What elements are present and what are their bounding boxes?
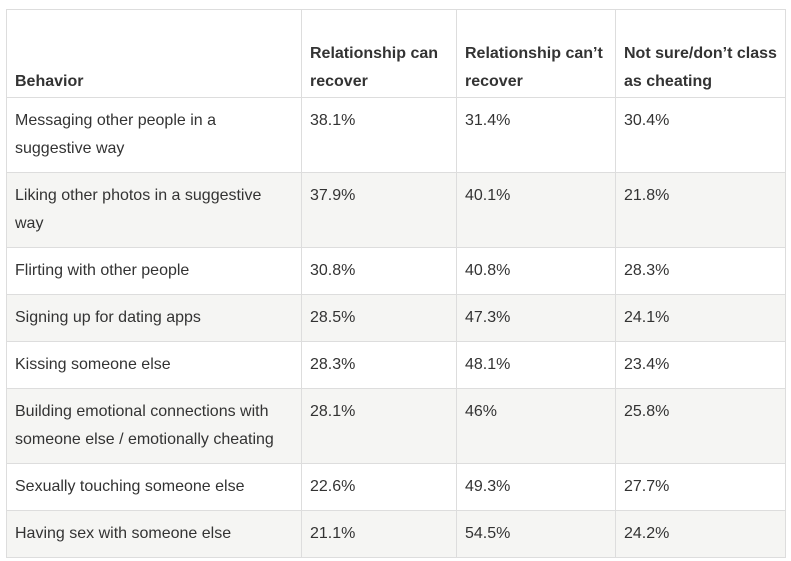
- header-cant-recover: Relationship can’t recover: [456, 9, 616, 98]
- behavior-cell: Flirting with other people: [6, 247, 302, 295]
- not-sure-cell: 24.2%: [615, 510, 786, 558]
- not-sure-cell: 24.1%: [615, 294, 786, 342]
- behavior-cell: Liking other photos in a suggestive way: [6, 172, 302, 248]
- header-row: Behavior Relationship can recover Relati…: [6, 9, 786, 98]
- behavior-cell: Having sex with someone else: [6, 510, 302, 558]
- header-can-recover: Relationship can recover: [301, 9, 457, 98]
- can-recover-cell: 30.8%: [301, 247, 457, 295]
- header-not-sure: Not sure/don’t class as cheating: [615, 9, 786, 98]
- behavior-table: Behavior Relationship can recover Relati…: [6, 9, 786, 558]
- cant-recover-cell: 40.8%: [456, 247, 616, 295]
- table-body: Messaging other people in a suggestive w…: [6, 97, 786, 558]
- table-row: Kissing someone else 28.3% 48.1% 23.4%: [6, 341, 786, 389]
- can-recover-cell: 28.3%: [301, 341, 457, 389]
- cant-recover-cell: 47.3%: [456, 294, 616, 342]
- cant-recover-cell: 49.3%: [456, 463, 616, 511]
- not-sure-cell: 25.8%: [615, 388, 786, 464]
- cant-recover-cell: 48.1%: [456, 341, 616, 389]
- table-row: Liking other photos in a suggestive way …: [6, 172, 786, 248]
- not-sure-cell: 28.3%: [615, 247, 786, 295]
- header-behavior: Behavior: [6, 9, 302, 98]
- cant-recover-cell: 40.1%: [456, 172, 616, 248]
- table-row: Having sex with someone else 21.1% 54.5%…: [6, 510, 786, 558]
- behavior-cell: Sexually touching someone else: [6, 463, 302, 511]
- table-row: Building emotional connections with some…: [6, 388, 786, 464]
- table-row: Signing up for dating apps 28.5% 47.3% 2…: [6, 294, 786, 342]
- not-sure-cell: 27.7%: [615, 463, 786, 511]
- table-header: Behavior Relationship can recover Relati…: [6, 9, 786, 98]
- can-recover-cell: 37.9%: [301, 172, 457, 248]
- can-recover-cell: 28.5%: [301, 294, 457, 342]
- can-recover-cell: 28.1%: [301, 388, 457, 464]
- behavior-cell: Signing up for dating apps: [6, 294, 302, 342]
- table-row: Messaging other people in a suggestive w…: [6, 97, 786, 173]
- not-sure-cell: 30.4%: [615, 97, 786, 173]
- cant-recover-cell: 31.4%: [456, 97, 616, 173]
- not-sure-cell: 21.8%: [615, 172, 786, 248]
- can-recover-cell: 21.1%: [301, 510, 457, 558]
- behavior-cell: Kissing someone else: [6, 341, 302, 389]
- behavior-cell: Messaging other people in a suggestive w…: [6, 97, 302, 173]
- table-row: Sexually touching someone else 22.6% 49.…: [6, 463, 786, 511]
- behavior-cell: Building emotional connections with some…: [6, 388, 302, 464]
- can-recover-cell: 38.1%: [301, 97, 457, 173]
- can-recover-cell: 22.6%: [301, 463, 457, 511]
- not-sure-cell: 23.4%: [615, 341, 786, 389]
- cant-recover-cell: 46%: [456, 388, 616, 464]
- cant-recover-cell: 54.5%: [456, 510, 616, 558]
- table-row: Flirting with other people 30.8% 40.8% 2…: [6, 247, 786, 295]
